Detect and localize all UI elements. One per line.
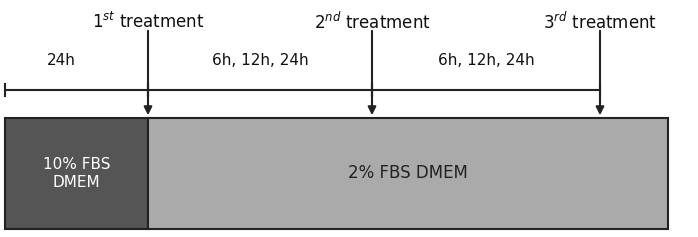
Text: 6h, 12h, 24h: 6h, 12h, 24h: [211, 53, 309, 68]
Text: 3$^{rd}$ treatment: 3$^{rd}$ treatment: [543, 12, 657, 33]
Text: 24h: 24h: [47, 53, 76, 68]
Text: 2$^{nd}$ treatment: 2$^{nd}$ treatment: [313, 12, 431, 33]
Text: 10% FBS
DMEM: 10% FBS DMEM: [43, 157, 110, 190]
Bar: [148, 118, 668, 229]
Text: 2% FBS DMEM: 2% FBS DMEM: [348, 164, 468, 182]
Text: 1$^{st}$ treatment: 1$^{st}$ treatment: [91, 12, 205, 32]
Text: 6h, 12h, 24h: 6h, 12h, 24h: [438, 53, 534, 68]
Bar: [5, 118, 148, 229]
